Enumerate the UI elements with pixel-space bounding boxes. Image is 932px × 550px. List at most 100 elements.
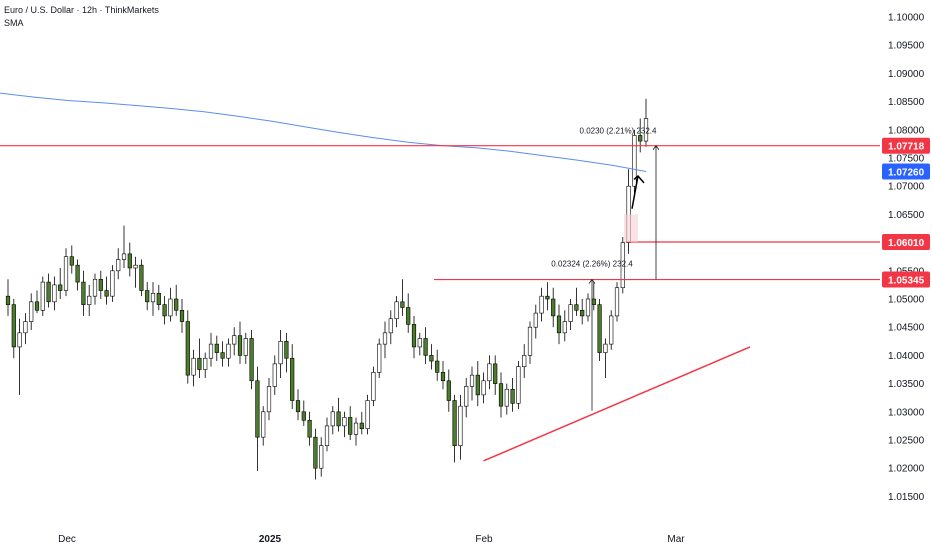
candle-body bbox=[319, 445, 324, 469]
candle-body bbox=[510, 388, 515, 404]
candle-body bbox=[330, 411, 335, 427]
candle-body bbox=[284, 340, 289, 359]
candle-body bbox=[359, 422, 364, 430]
candle-body bbox=[382, 332, 388, 345]
candle-body bbox=[98, 278, 103, 291]
y-tick-label: 1.07500 bbox=[888, 154, 925, 165]
candle-body bbox=[243, 338, 248, 356]
candle-body bbox=[226, 343, 231, 359]
candle-body bbox=[249, 338, 254, 382]
candle-body bbox=[527, 326, 533, 356]
candle-body bbox=[446, 380, 451, 401]
candle-body bbox=[46, 281, 51, 303]
candle-body bbox=[458, 405, 463, 446]
candle-body bbox=[620, 242, 625, 289]
support-trendline[interactable] bbox=[483, 346, 751, 462]
candle-body bbox=[406, 307, 411, 325]
candle-body bbox=[63, 256, 69, 291]
candle-body bbox=[574, 304, 579, 311]
y-tick-label: 1.10000 bbox=[888, 13, 925, 24]
candle-body bbox=[307, 419, 312, 438]
y-tick-label: 1.05000 bbox=[888, 295, 925, 306]
measure-arrow-1-head bbox=[588, 278, 596, 284]
candle-body bbox=[5, 295, 11, 305]
breakout-arrow-head bbox=[633, 175, 645, 184]
x-tick-label: Mar bbox=[667, 534, 685, 545]
candle-body bbox=[290, 357, 295, 401]
candle-body bbox=[220, 352, 225, 359]
candle-body bbox=[632, 135, 637, 187]
candle-body bbox=[487, 363, 492, 382]
candle-body bbox=[481, 380, 486, 396]
candle-body bbox=[313, 436, 318, 469]
price-label-text: 1.06010 bbox=[888, 238, 925, 249]
candle-body bbox=[266, 386, 272, 413]
candle-body bbox=[191, 357, 196, 376]
candle-body bbox=[388, 318, 393, 334]
candle-body bbox=[208, 343, 214, 359]
candle-body bbox=[603, 343, 608, 353]
measure-label-2: 0.0230 (2.21%) 232.4 bbox=[580, 127, 657, 136]
y-tick-label: 1.02500 bbox=[888, 436, 925, 447]
candle-body bbox=[75, 264, 80, 283]
candle-body bbox=[597, 304, 602, 353]
candle-body bbox=[394, 301, 399, 320]
price-label-text: 1.05345 bbox=[888, 276, 925, 287]
y-tick-label: 1.02000 bbox=[888, 464, 925, 475]
candle-body bbox=[179, 309, 185, 322]
breakout-arrow bbox=[631, 175, 639, 209]
y-tick-label: 1.04000 bbox=[888, 351, 925, 362]
candle-body bbox=[116, 259, 121, 272]
candle-body bbox=[232, 335, 237, 345]
candle-body bbox=[162, 304, 167, 317]
candle-body bbox=[504, 388, 509, 407]
price-label-box bbox=[882, 163, 930, 180]
y-tick-label: 1.08500 bbox=[888, 97, 925, 108]
candle-body bbox=[272, 363, 277, 387]
candle-body bbox=[365, 400, 370, 430]
x-tick-label: Feb bbox=[475, 534, 493, 545]
candle-body bbox=[411, 324, 417, 348]
price-label-text: 1.07260 bbox=[888, 168, 925, 179]
sma-legend-label: SMA bbox=[4, 18, 24, 28]
candle-body bbox=[104, 290, 109, 297]
candle-body bbox=[17, 332, 22, 348]
candle-body bbox=[139, 264, 144, 291]
candle-body bbox=[556, 315, 562, 334]
candle-body bbox=[435, 360, 440, 373]
candle-body bbox=[545, 295, 550, 300]
candle-body bbox=[69, 256, 74, 266]
candle-body bbox=[609, 315, 614, 345]
candle-body bbox=[469, 374, 475, 387]
candle-body bbox=[52, 284, 57, 303]
y-tick-label: 1.07000 bbox=[888, 182, 925, 193]
candle-body bbox=[255, 380, 260, 438]
candle-body bbox=[40, 281, 45, 311]
candle-body bbox=[197, 357, 202, 370]
candle-body bbox=[440, 372, 446, 382]
candle-body bbox=[498, 383, 504, 407]
y-tick-label: 1.09500 bbox=[888, 41, 925, 52]
candle-body bbox=[29, 301, 34, 322]
candle-body bbox=[551, 298, 556, 317]
measure-arrow-2-head bbox=[652, 145, 660, 150]
candle-body bbox=[11, 304, 16, 348]
candle-body bbox=[638, 135, 643, 142]
candle-body bbox=[324, 425, 330, 446]
candle-body bbox=[127, 253, 132, 269]
candle-body bbox=[34, 301, 40, 311]
candle-body bbox=[533, 312, 538, 328]
candle-body bbox=[377, 343, 382, 373]
candle-body bbox=[475, 374, 480, 396]
candle-body bbox=[342, 417, 347, 427]
candle-body bbox=[301, 411, 306, 421]
x-tick-label: Dec bbox=[58, 534, 76, 545]
candle-body bbox=[580, 309, 585, 317]
y-tick-label: 1.06500 bbox=[888, 210, 925, 221]
candle-body bbox=[133, 264, 138, 269]
candle-body bbox=[353, 422, 359, 435]
candle-body bbox=[614, 287, 620, 317]
y-tick-label: 1.04500 bbox=[888, 323, 925, 334]
sma-line bbox=[0, 92, 647, 172]
